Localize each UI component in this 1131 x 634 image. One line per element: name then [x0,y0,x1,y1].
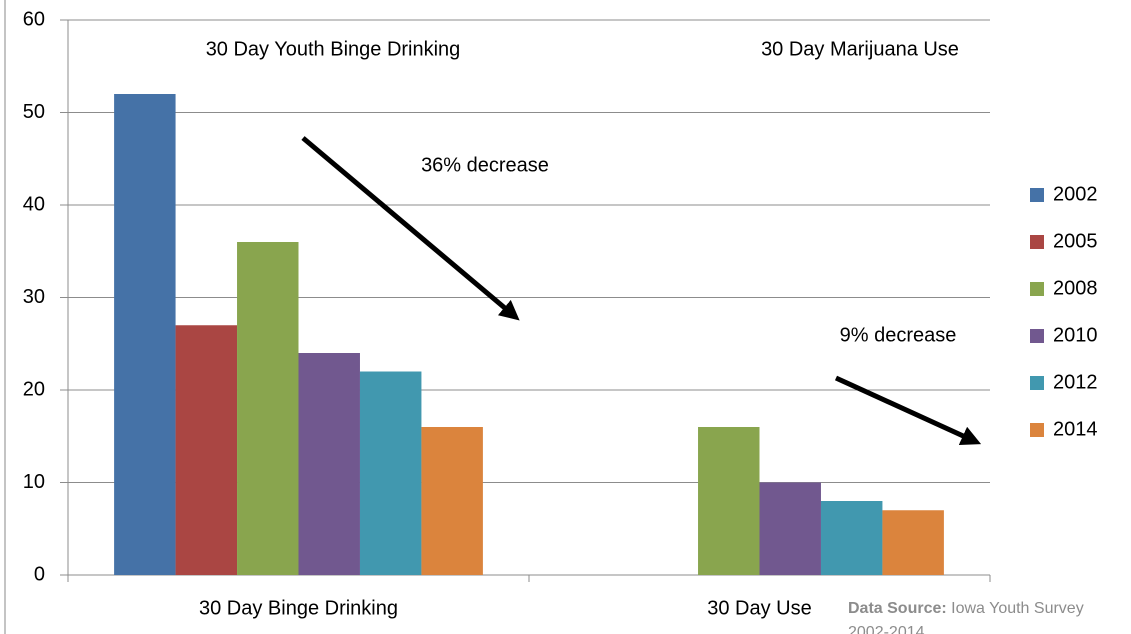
x-tick-label: 30 Day Binge Drinking [199,597,398,619]
legend-swatch [1030,235,1044,249]
legend-swatch [1030,282,1044,296]
bar [175,325,238,575]
legend-swatch [1030,423,1044,437]
y-tick-label: 0 [34,563,45,585]
bar [359,371,422,575]
legend-swatch [1030,188,1044,202]
legend-label: 2014 [1053,418,1098,440]
y-tick-label: 10 [23,471,45,493]
annotation: 36% decrease [421,154,549,176]
bar [820,501,883,575]
bar [237,242,299,575]
bar [882,510,944,575]
y-tick-label: 20 [23,378,45,400]
annotation: 9% decrease [840,324,957,346]
source-label: Data Source: [848,600,947,617]
arrow [834,375,982,445]
bar [114,94,176,575]
legend-label: 2002 [1053,183,1098,205]
source-text: Iowa Youth Survey 2002-2014 [848,600,1084,634]
y-tick-label: 40 [23,193,45,215]
legend-label: 2008 [1053,277,1098,299]
y-tick-label: 50 [23,101,45,123]
bar [298,353,360,575]
bar [421,427,483,575]
legend-swatch [1030,376,1044,390]
y-tick-label: 30 [23,286,45,308]
legend-swatch [1030,329,1044,343]
legend-label: 2005 [1053,230,1098,252]
annotation: 30 Day Youth Binge Drinking [206,38,461,60]
y-tick-label: 60 [23,8,45,30]
arrow [301,136,520,321]
x-tick-label: 30 Day Use [707,597,812,619]
legend-label: 2010 [1053,324,1098,346]
legend-label: 2012 [1053,371,1098,393]
bar [698,427,760,575]
source-note: Data Source: Iowa Youth Survey 2002-2014 [848,597,1118,634]
annotation: 30 Day Marijuana Use [761,38,959,60]
bar [759,482,821,575]
